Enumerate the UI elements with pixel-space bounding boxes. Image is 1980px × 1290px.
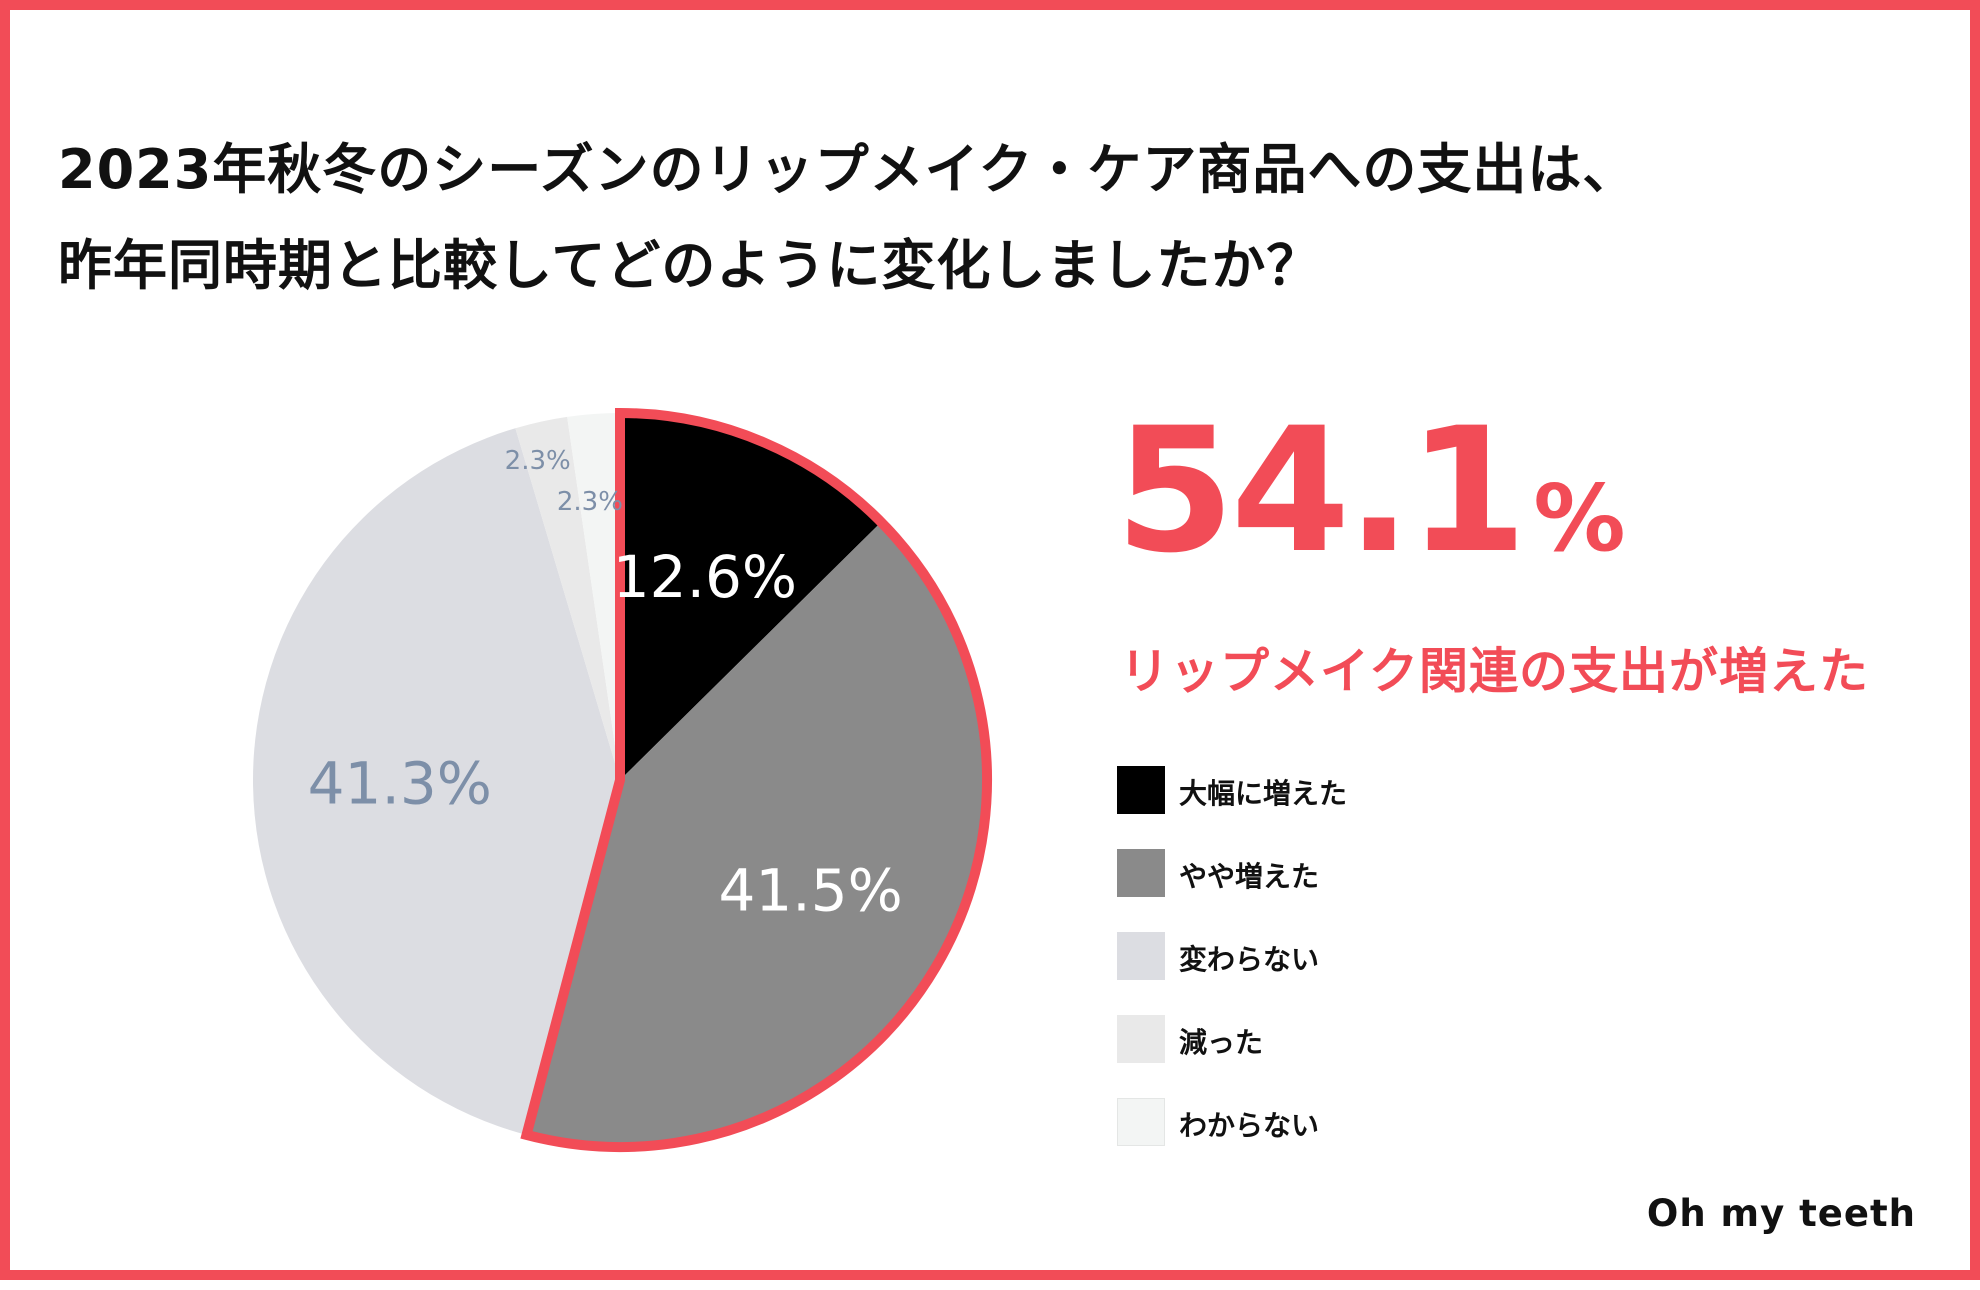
legend-swatch	[1117, 849, 1165, 897]
chart-title: 2023年秋冬のシーズンのリップメイク・ケア商品への支出は、 昨年同時期と比較し…	[58, 122, 1938, 314]
brand-logo: Oh my teeth	[1646, 1192, 1916, 1235]
highlight-value: 54.1	[1115, 390, 1527, 591]
legend-swatch	[1117, 932, 1165, 980]
pie-slice-label-5: 2.3%	[557, 487, 623, 517]
highlight-percentage: 54.1%	[1115, 405, 1626, 577]
pie-slice-4	[515, 416, 620, 780]
pie-slice-label-4: 2.3%	[505, 446, 571, 476]
legend-label: 減った	[1179, 1026, 1264, 1059]
legend-label: やや増えた	[1179, 860, 1320, 893]
pie-chart: 12.6% 41.5% 41.3% 2.3% 2.3%	[252, 407, 992, 1152]
legend-swatch	[1117, 1015, 1165, 1063]
highlight-outline	[520, 407, 992, 1152]
legend-swatch	[1117, 1098, 1165, 1146]
pie-slice-5	[567, 413, 620, 780]
legend-label: 大幅に増えた	[1179, 777, 1348, 810]
highlight-unit: %	[1533, 465, 1626, 572]
legend-swatch	[1117, 766, 1165, 814]
pie-slice-label-2: 41.5%	[718, 856, 902, 924]
pie-slice-1	[620, 413, 882, 780]
title-line-2: 昨年同時期と比較してどのように変化しましたか？	[58, 234, 1322, 297]
pie-slice-2	[526, 522, 987, 1147]
pie-slice-3	[252, 428, 620, 1135]
title-line-1: 2023年秋冬のシーズンのリップメイク・ケア商品への支出は、	[58, 138, 1638, 201]
legend-label: 変わらない	[1179, 943, 1320, 976]
pie-slice-label-1: 12.6%	[613, 543, 797, 611]
legend-label: わからない	[1179, 1109, 1320, 1142]
pie-slice-label-3: 41.3%	[308, 750, 492, 818]
highlight-caption: リップメイク関連の支出が増えた	[1120, 643, 1870, 700]
